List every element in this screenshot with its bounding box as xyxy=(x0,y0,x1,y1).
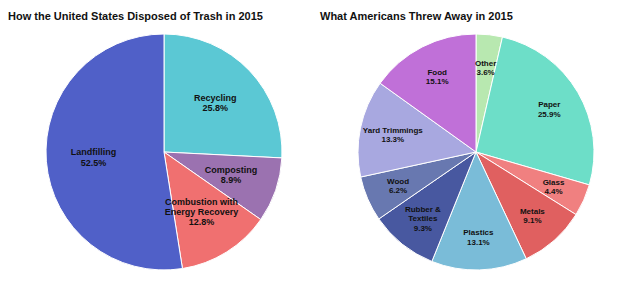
html-text:What Americans Threw Away in 2: What Americans Threw Away in 2015 xyxy=(320,10,513,22)
html-text:How the United States Disposed: How the United States Disposed of Trash … xyxy=(8,10,263,22)
svg-text:Recycling25.8%: Recycling25.8% xyxy=(194,93,237,113)
svg-text:Paper25.9%: Paper25.9% xyxy=(538,100,561,118)
svg-text:Plastics13.1%: Plastics13.1% xyxy=(463,228,494,246)
svg-text:Metals9.1%: Metals9.1% xyxy=(520,206,545,224)
svg-text:Combustion withEnergy Recovery: Combustion withEnergy Recovery12.8% xyxy=(165,197,239,228)
svg-text:Glass4.4%: Glass4.4% xyxy=(543,178,565,196)
svg-text:Rubber &Textiles9.3%: Rubber &Textiles9.3% xyxy=(405,205,441,232)
svg-text:Landfilling52.5%: Landfilling52.5% xyxy=(71,147,117,167)
svg-text:Wood6.2%: Wood6.2% xyxy=(387,177,409,195)
svg-text:Other3.6%: Other3.6% xyxy=(475,58,496,76)
svg-text:Yard Trimmings13.3%: Yard Trimmings13.3% xyxy=(363,126,424,144)
svg-text:Composting8.9%: Composting8.9% xyxy=(205,165,258,185)
svg-text:Food15.1%: Food15.1% xyxy=(426,67,449,85)
